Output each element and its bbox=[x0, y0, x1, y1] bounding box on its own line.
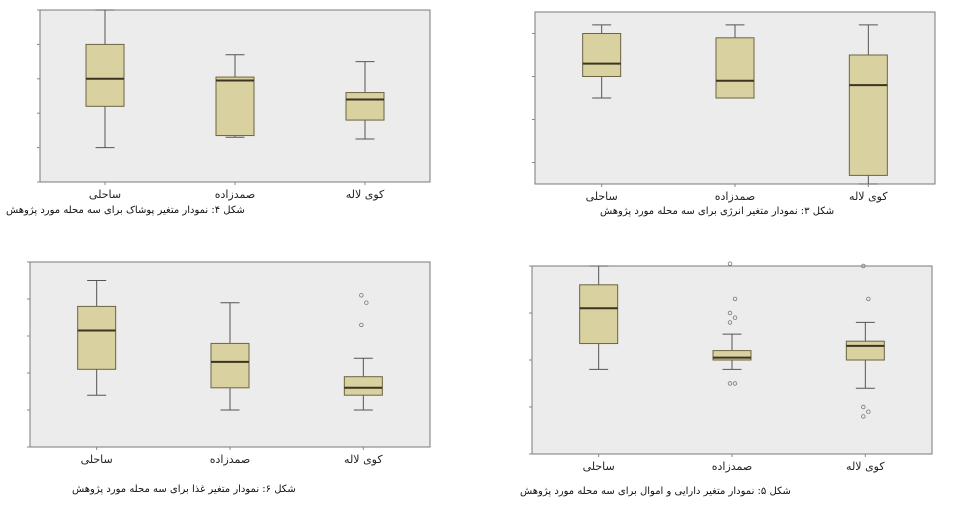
x-tick-label: صمدزاده bbox=[210, 453, 251, 466]
box-iqr bbox=[85, 43, 125, 107]
outlier-point bbox=[359, 293, 364, 298]
chart-panel-2: ساحلی صمدزاده کوی لاله شکل ۳: نمودار متغیر… bbox=[480, 0, 956, 240]
x-tick-label: ساحلی bbox=[81, 453, 113, 466]
box-iqr bbox=[77, 305, 117, 370]
x-tick-label: کوی لاله bbox=[346, 188, 385, 201]
outlier-point bbox=[727, 310, 733, 316]
figure-caption-4: شکل ۵: نمودار متغیر دارایی و اموال برای … bbox=[520, 486, 791, 497]
x-tick-label: کوی لاله bbox=[849, 190, 888, 203]
box-iqr bbox=[210, 342, 250, 389]
box-iqr bbox=[215, 76, 255, 137]
boxplot-chart-1: ساحلی صمدزاده کوی لاله bbox=[37, 9, 431, 201]
x-tick-label: ساحلی bbox=[583, 460, 615, 473]
x-tick-label: صمدزاده bbox=[215, 188, 256, 201]
outlier-point bbox=[861, 404, 866, 410]
x-tick-label: کوی لاله bbox=[846, 460, 885, 473]
outlier-point bbox=[727, 381, 733, 386]
x-tick-label: ساحلی bbox=[89, 188, 121, 201]
outlier-point bbox=[364, 300, 369, 305]
x-tick-label: صمدزاده bbox=[715, 190, 756, 203]
box-iqr bbox=[345, 92, 385, 121]
outlier-point bbox=[866, 296, 871, 302]
x-tick-label: صمدزاده bbox=[712, 460, 753, 473]
outlier-point bbox=[732, 381, 738, 386]
boxplot-chart-2: ساحلی صمدزاده کوی لاله bbox=[532, 11, 936, 203]
box-iqr bbox=[848, 54, 888, 176]
outlier-point bbox=[732, 296, 738, 302]
chart-panel-3: ساحلی صمدزاده کوی لاله شکل ۶: نمودار متغیر… bbox=[0, 250, 470, 505]
box-iqr bbox=[712, 350, 752, 361]
outlier-point bbox=[727, 320, 733, 325]
outlier-point bbox=[861, 414, 866, 419]
chart-panel-1: ساحلی صمدزاده کوی لاله شکل ۴: نمودار متغیر… bbox=[0, 0, 470, 240]
box-iqr bbox=[582, 33, 622, 77]
outlier-point bbox=[359, 322, 364, 328]
box-iqr bbox=[715, 37, 755, 99]
figure-caption-3: شکل ۶: نمودار متغیر غذا برای سه محله مور… bbox=[72, 484, 296, 495]
boxplot-chart-3: ساحلی صمدزاده کوی لاله bbox=[27, 261, 431, 466]
outlier-point bbox=[866, 409, 871, 414]
box-iqr bbox=[845, 340, 885, 361]
x-tick-label: کوی لاله bbox=[344, 453, 383, 466]
box-iqr bbox=[579, 284, 619, 345]
figure-caption-2: شکل ۳: نمودار متغیر انرژی برای سه محله م… bbox=[600, 206, 835, 217]
outlier-point bbox=[861, 263, 866, 269]
figure-caption-1: شکل ۴: نمودار متغیر پوشاک برای سه محله م… bbox=[6, 205, 245, 216]
outlier-point bbox=[732, 315, 738, 320]
x-tick-label: ساحلی bbox=[586, 190, 618, 203]
outlier-point bbox=[727, 261, 733, 266]
chart-panel-4: ساحلی صمدزاده کوی لاله شکل ۵: نمودار متغیر… bbox=[480, 250, 956, 505]
box-iqr bbox=[343, 376, 383, 396]
boxplot-chart-4: ساحلی صمدزاده کوی لاله bbox=[529, 261, 933, 473]
